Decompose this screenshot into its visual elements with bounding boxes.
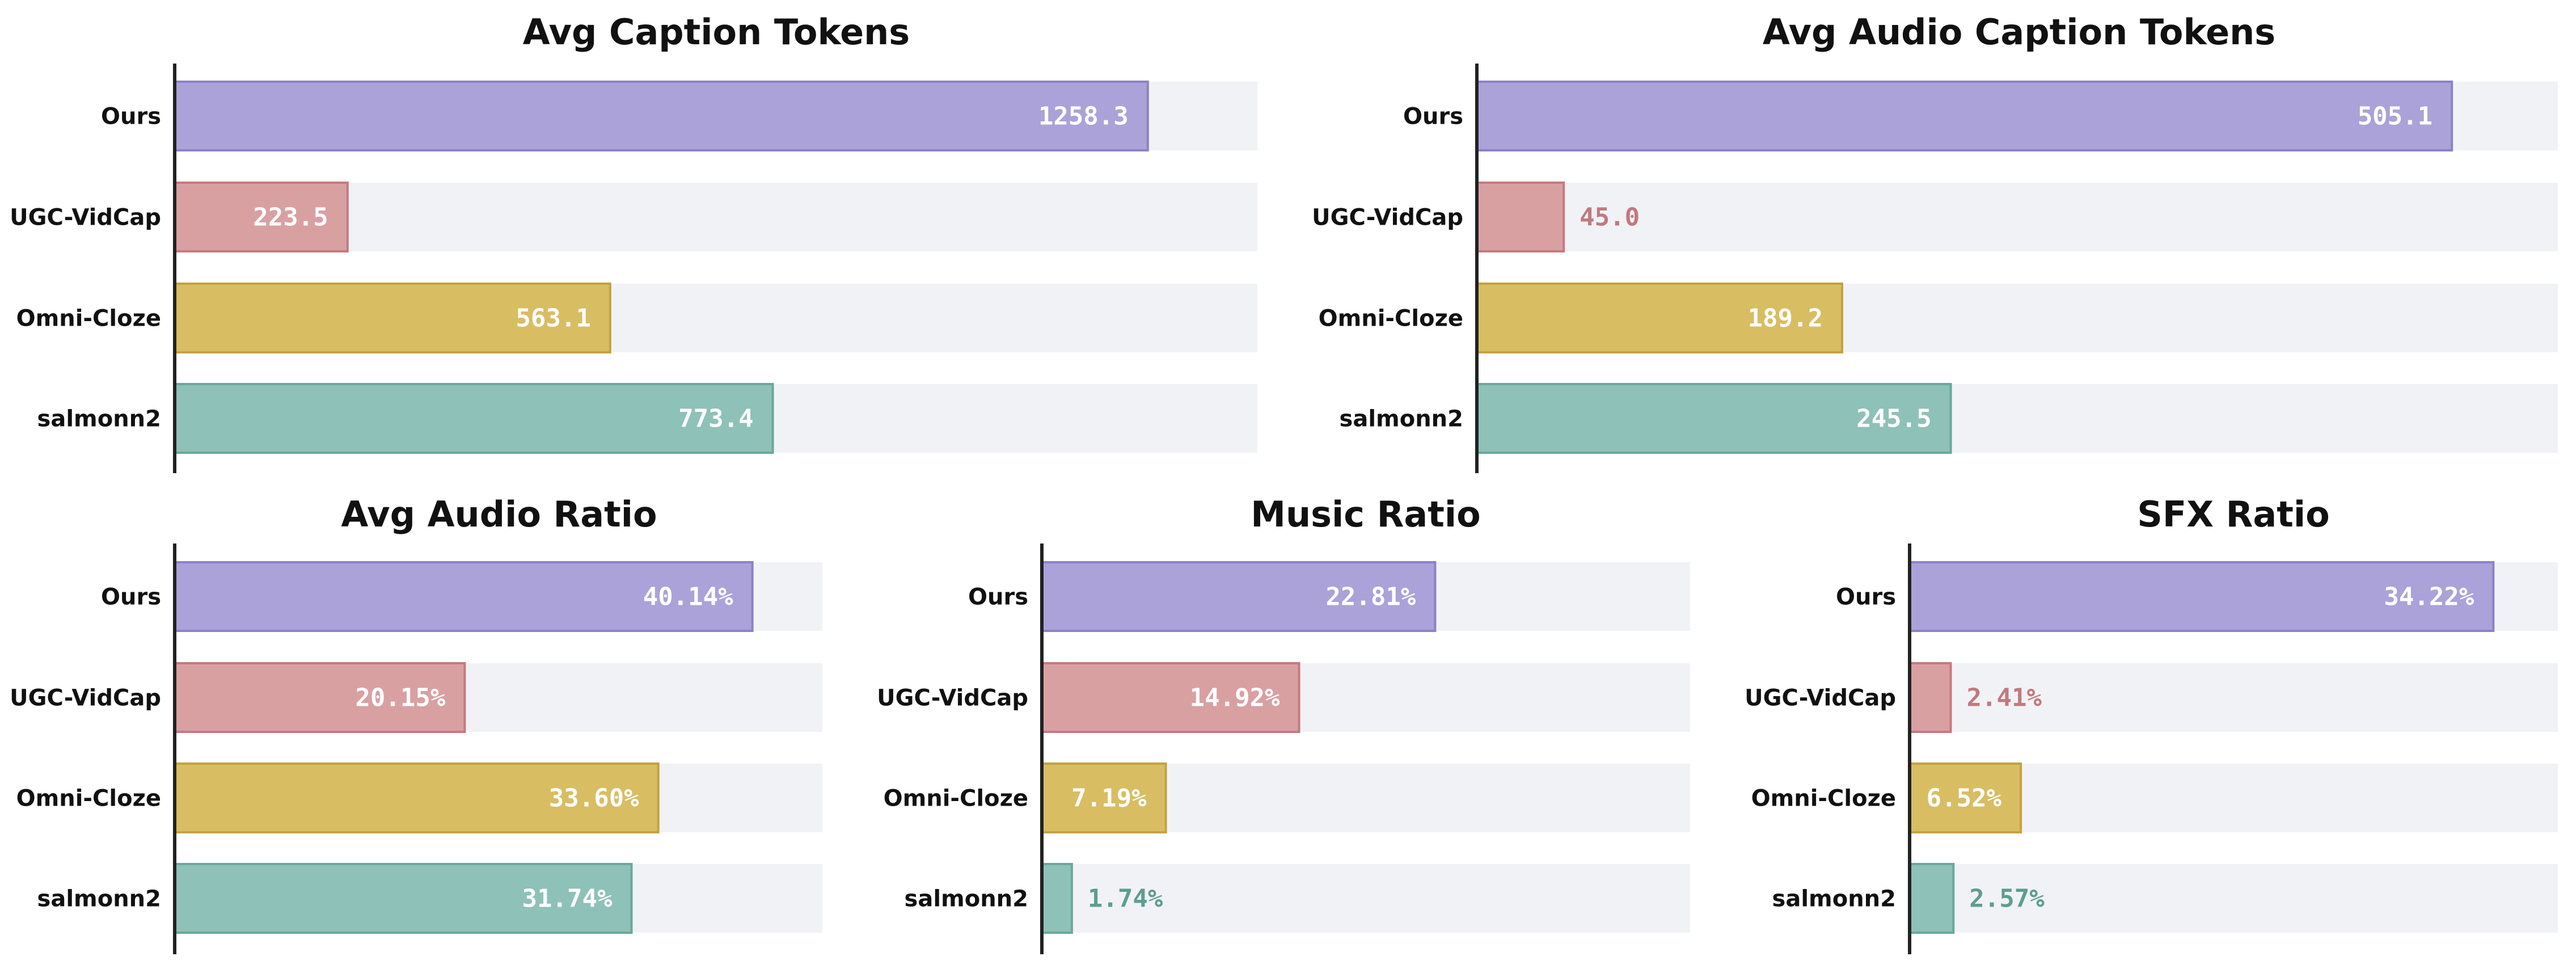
bar-ours bbox=[174, 81, 1149, 151]
category-label: salmonn2 bbox=[1772, 886, 1896, 912]
value-label: 505.1 bbox=[2358, 102, 2433, 131]
chart-panel-3: Avg Audio Ratio Ours 40.14% UGC-VidCap 20.15… bbox=[10, 494, 822, 954]
bar-salmonn2 bbox=[1041, 863, 1073, 934]
category-label: Omni-Cloze bbox=[16, 306, 161, 332]
category-label: salmonn2 bbox=[1340, 406, 1463, 432]
category-label: Omni-Cloze bbox=[884, 786, 1028, 812]
bar-omni-cloze bbox=[1476, 283, 1843, 353]
chart-title: SFX Ratio bbox=[2137, 494, 2329, 535]
category-label: Omni-Cloze bbox=[1751, 786, 1896, 812]
bar-omni-cloze bbox=[1908, 762, 2022, 833]
value-label: 773.4 bbox=[678, 405, 753, 433]
bar-ugc-vidcap bbox=[1041, 662, 1300, 733]
category-label: Ours bbox=[101, 584, 161, 610]
bar-omni-cloze bbox=[1041, 762, 1167, 833]
bar-ours bbox=[1908, 561, 2495, 632]
category-label: salmonn2 bbox=[37, 886, 161, 912]
chart-title: Music Ratio bbox=[1251, 494, 1480, 535]
bar-salmonn2 bbox=[174, 383, 774, 454]
chart-panel-4: Music Ratio Ours 22.81% UGC-VidCap 14.92% Omn… bbox=[877, 494, 1690, 954]
bar-ours bbox=[174, 561, 754, 632]
category-label: Ours bbox=[101, 104, 161, 130]
value-label: 33.60% bbox=[549, 784, 639, 813]
bar-salmonn2 bbox=[1476, 383, 1952, 454]
chart-panel-2: Avg Audio Caption Tokens Ours 505.1 UGC-Vid… bbox=[1312, 11, 2558, 473]
value-label: 34.22% bbox=[2384, 583, 2474, 612]
bar-track bbox=[1910, 864, 2558, 933]
bar-track bbox=[1910, 663, 2558, 732]
category-label: UGC-VidCap bbox=[10, 685, 161, 711]
bar-ugc-vidcap bbox=[174, 182, 349, 252]
category-label: Ours bbox=[1403, 104, 1463, 130]
value-label: 245.5 bbox=[1856, 405, 1931, 433]
chart-title: Avg Audio Ratio bbox=[341, 494, 657, 535]
chart-panel-1: Avg Caption Tokens Ours 1258.3 UGC-VidCap 22… bbox=[10, 11, 1257, 473]
value-label: 14.92% bbox=[1190, 684, 1280, 713]
category-label: UGC-VidCap bbox=[877, 685, 1028, 711]
bar-track bbox=[1477, 183, 2558, 251]
bar-ours bbox=[1476, 81, 2453, 151]
bar-salmonn2 bbox=[174, 863, 633, 934]
value-label: 1.74% bbox=[1088, 884, 1163, 913]
value-label: 6.52% bbox=[1927, 784, 2002, 813]
value-label: 2.41% bbox=[1966, 684, 2042, 713]
bar-ugc-vidcap bbox=[1908, 662, 1952, 733]
category-label: Ours bbox=[1836, 584, 1896, 610]
value-label: 223.5 bbox=[253, 203, 328, 232]
value-label: 563.1 bbox=[516, 304, 590, 333]
value-label: 7.19% bbox=[1071, 784, 1147, 813]
category-label: Omni-Cloze bbox=[16, 786, 161, 812]
value-label: 20.15% bbox=[355, 684, 445, 713]
value-label: 1258.3 bbox=[1038, 102, 1129, 131]
value-label: 31.74% bbox=[522, 884, 613, 913]
bar-track bbox=[1042, 864, 1690, 933]
bar-salmonn2 bbox=[1908, 863, 1955, 934]
bar-ugc-vidcap bbox=[1476, 182, 1565, 252]
chart-title: Avg Caption Tokens bbox=[523, 11, 910, 53]
value-label: 22.81% bbox=[1325, 583, 1416, 612]
chart-panel-5: SFX Ratio Ours 34.22% UGC-VidCap 2.41% Omni-C… bbox=[1745, 494, 2558, 954]
category-label: Ours bbox=[968, 584, 1028, 610]
bar-omni-cloze bbox=[174, 762, 660, 833]
chart-title: Avg Audio Caption Tokens bbox=[1763, 11, 2275, 53]
value-label: 189.2 bbox=[1748, 304, 1823, 333]
category-label: salmonn2 bbox=[37, 406, 161, 432]
value-label: 40.14% bbox=[643, 583, 733, 612]
category-label: UGC-VidCap bbox=[1312, 205, 1463, 231]
category-label: salmonn2 bbox=[905, 886, 1028, 912]
bar-ugc-vidcap bbox=[174, 662, 466, 733]
bar-track bbox=[175, 183, 1257, 251]
value-label: 2.57% bbox=[1969, 884, 2045, 913]
value-label: 45.0 bbox=[1580, 203, 1640, 232]
category-label: UGC-VidCap bbox=[1745, 685, 1896, 711]
category-label: Omni-Cloze bbox=[1319, 306, 1463, 332]
category-label: UGC-VidCap bbox=[10, 205, 161, 231]
